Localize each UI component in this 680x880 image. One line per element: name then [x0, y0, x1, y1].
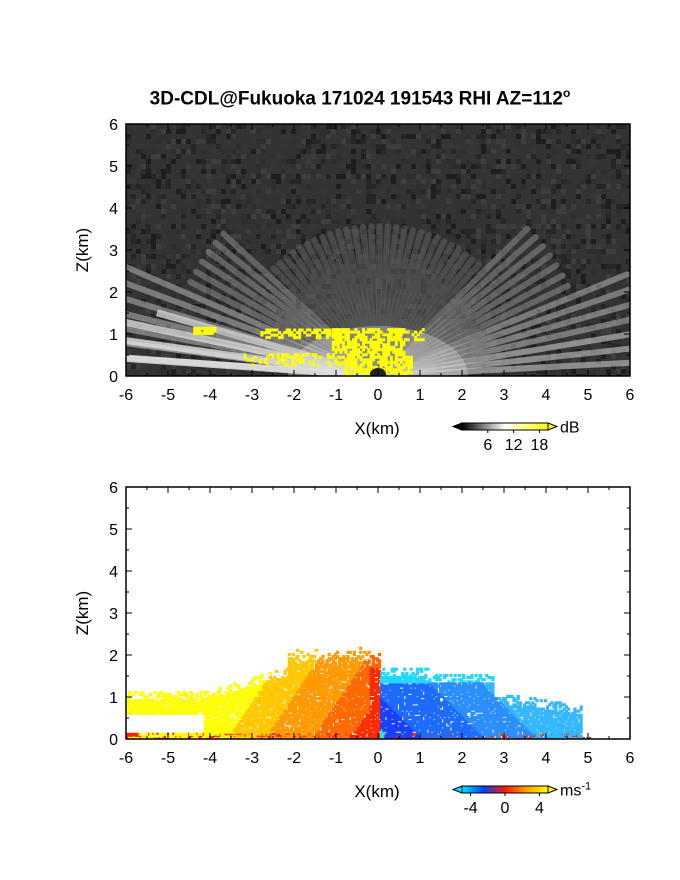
snr-beam: [126, 354, 379, 376]
top-y-tick-label: 3: [109, 243, 118, 260]
top-x-tick-label: 1: [416, 387, 425, 404]
top-x-axis-label: X(km): [354, 419, 399, 438]
bottom-y-tick-label: 6: [109, 480, 118, 497]
bottom-y-tick-label: 5: [109, 522, 118, 539]
velocity-cells: [352, 713, 371, 739]
top-y-tick-label: 1: [109, 327, 118, 344]
bottom-x-tick-label: 5: [584, 750, 593, 767]
top-y-tick-label: 2: [109, 285, 118, 302]
snr-colorbar-low-arrow: [451, 422, 463, 431]
top-x-tick-label: 6: [626, 387, 635, 404]
velocity-cells: [430, 682, 539, 739]
velocity-heatmap: [126, 487, 630, 739]
bottom-x-tick-label: 0: [374, 750, 383, 767]
velocity-cells: [380, 667, 495, 684]
snr-colorbar-tick-label: 12: [505, 437, 523, 454]
top-x-tick-label: -5: [161, 387, 175, 404]
bottom-x-tick-label: 1: [416, 750, 425, 767]
bottom-x-tick-label: -4: [203, 750, 217, 767]
bottom-y-tick-label: 2: [109, 648, 118, 665]
bottom-y-tick-label: 1: [109, 690, 118, 707]
top-y-axis-label: Z(km): [73, 228, 92, 272]
velocity-colorbar-tick-label: 4: [535, 800, 544, 817]
velocity-colorbar-tick-label: 0: [501, 800, 510, 817]
velocity-colorbar-low-arrow: [451, 785, 463, 794]
bottom-x-tick-label: -1: [329, 750, 343, 767]
top-y-tick-label: 5: [109, 159, 118, 176]
bottom-x-tick-label: 2: [458, 750, 467, 767]
snr-beam: [126, 337, 379, 376]
top-x-tick-label: -3: [245, 387, 259, 404]
bottom-y-tick-label: 0: [109, 732, 118, 749]
bottom-y-tick-label: 4: [109, 564, 118, 581]
top-x-tick-label: -2: [287, 387, 301, 404]
snr-saturated: [193, 326, 425, 376]
snr-colorbar-high-arrow: [547, 422, 559, 431]
bottom-x-axis-label: X(km): [354, 782, 399, 801]
top-x-tick-label: 3: [500, 387, 509, 404]
velocity-cells: [380, 682, 485, 739]
velocity-cells: [231, 648, 319, 739]
bottom-y-tick-label: 3: [109, 606, 118, 623]
bottom-y-axis-label: Z(km): [73, 591, 92, 635]
snr-colorbar: [461, 422, 549, 431]
velocity-colorbar-unit: ms-1: [560, 781, 591, 800]
top-x-tick-label: -4: [203, 387, 217, 404]
top-x-tick-label: 0: [374, 387, 383, 404]
velocity-cells: [126, 671, 272, 739]
top-x-tick-label: 2: [458, 387, 467, 404]
snr-colorbar-unit: dB: [560, 420, 580, 437]
velocity-cells: [485, 682, 590, 739]
bottom-x-tick-label: -6: [119, 750, 133, 767]
velocity-cells: [270, 646, 371, 739]
velocity-cells: [380, 730, 386, 739]
bottom-x-tick-label: 3: [500, 750, 509, 767]
snr-colorbar-tick-label: 6: [483, 437, 492, 454]
velocity-cells: [315, 652, 382, 739]
chart-title: 3D-CDL@Fukuoka 171024 191543 RHI AZ=112o: [149, 86, 571, 110]
snr-colorbar-tick-label: 18: [531, 437, 549, 454]
bottom-x-tick-label: 4: [542, 750, 551, 767]
snr-heatmap: [126, 124, 630, 376]
top-y-tick-label: 0: [109, 369, 118, 386]
velocity-colorbar-tick-label: -4: [463, 800, 477, 817]
top-y-tick-label: 6: [109, 117, 118, 134]
top-x-tick-label: -1: [329, 387, 343, 404]
snr-beam: [375, 345, 630, 376]
velocity-colorbar-high-arrow: [547, 785, 559, 794]
top-x-tick-label: 4: [542, 387, 551, 404]
bottom-x-tick-label: -3: [245, 750, 259, 767]
top-x-tick-label: 5: [584, 387, 593, 404]
bottom-x-tick-label: -5: [161, 750, 175, 767]
bottom-x-tick-label: -2: [287, 750, 301, 767]
snr-beam: [375, 359, 630, 376]
velocity-colorbar: [461, 785, 549, 794]
top-x-tick-label: -6: [119, 387, 133, 404]
snr-beam: [375, 331, 630, 376]
top-y-tick-label: 4: [109, 201, 118, 218]
bottom-x-tick-label: 6: [626, 750, 635, 767]
